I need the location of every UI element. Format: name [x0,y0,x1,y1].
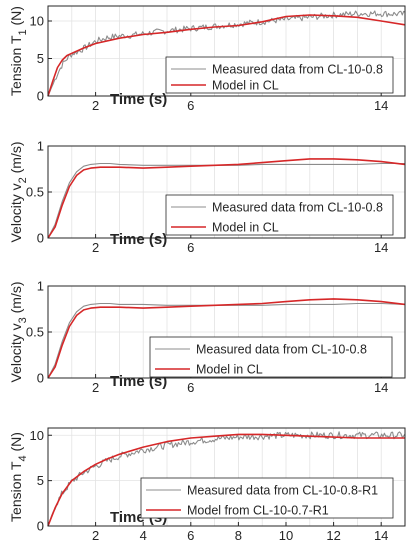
x-tick-label: 10 [279,528,293,543]
x-tick-label: 4 [140,528,147,543]
series-line-1 [47,302,406,379]
y-tick-label: 1 [37,139,44,154]
legend-entry-1: Measured data from CL-10-0.8 [196,343,367,357]
y-tick-label: 5 [37,51,44,66]
x-tick-label: 6 [187,240,194,255]
series-line-2 [47,433,405,527]
axes-frame [47,427,406,527]
legend: Measured data from CL-10-0.8 Model in CL [149,336,393,378]
legend-entry-1: Measured data from CL-10-0.8 [212,201,383,215]
legend-box [165,194,394,236]
series-line-2 [47,14,406,97]
legend-entry-1: Measured data from CL-10-0.8 [212,63,383,77]
x-tick-label: 6 [187,528,194,543]
x-tick-label: 12 [326,528,340,543]
series-line-1 [47,431,406,527]
legend: Measured data from CL-10-0.8-R1 Model fro… [140,477,394,519]
legend: Measured data from CL-10-0.8 Model in CL [165,56,394,94]
y-tick-label: 0 [37,89,44,104]
x-tick-label: 6 [187,380,194,395]
x-tick-label: 8 [235,528,242,543]
x-tick-label: 2 [92,240,99,255]
series-line-2 [47,298,406,379]
legend-entry-2: Model from CL-10-0.7-R1 [187,504,329,518]
y-axis-label: Velocity v3 (m/s) [8,281,29,382]
x-tick-label: 2 [92,528,99,543]
y-tick-label: 0 [37,231,44,246]
legend-entry-2: Model in CL [212,221,279,235]
y-tick-label: 1 [37,279,44,294]
x-tick-label: 14 [374,380,388,395]
legend-box [149,336,393,378]
legend-entry-1: Measured data from CL-10-0.8-R1 [187,484,378,498]
y-tick-label: 0.5 [26,325,44,340]
series-line-1 [47,162,405,239]
y-tick-label: 0.5 [26,185,44,200]
x-tick-label: 6 [187,98,194,113]
series-line-2 [47,158,406,239]
y-tick-label: 5 [37,473,44,488]
legend: Measured data from CL-10-0.8 Model in CL [165,194,394,236]
y-axis-label: Velocity v2 (m/s) [8,141,29,242]
chart-panel-2: 0 0.5 1 2 6 14 Time (s) Velocity v2 (m/s) Measur… [8,139,406,255]
y-axis-label: Tension T4 (N) [8,432,29,522]
x-axis-label: Time (s) [110,231,167,248]
legend-box [140,477,394,519]
x-tick-label: 14 [374,98,388,113]
legend-entry-2: Model in CL [212,79,279,93]
axes-frame [47,5,406,97]
y-tick-label: 0 [37,519,44,534]
x-tick-label: 2 [92,98,99,113]
y-axis-label: Tension T1 (N) [8,6,29,96]
legend-box [165,56,394,94]
x-axis-label: Time (s) [110,91,167,108]
y-tick-label: 10 [30,14,44,29]
y-tick-label: 10 [30,428,44,443]
chart-panel-1: 0 5 10 2 6 14 Time (s) Tension T1 (N) Measured d… [8,5,406,113]
x-tick-label: 14 [374,528,388,543]
x-tick-label: 2 [92,380,99,395]
legend-entry-2: Model in CL [196,363,263,377]
y-tick-label: 0 [37,371,44,386]
x-tick-label: 14 [374,240,388,255]
